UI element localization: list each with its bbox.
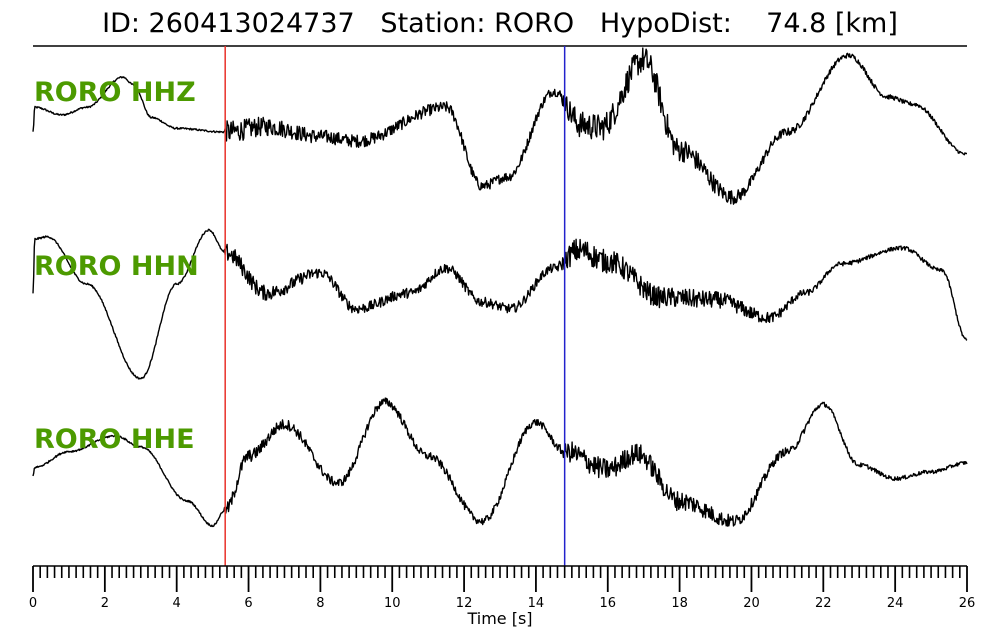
x-tick-label: 6 <box>244 596 252 611</box>
x-tick-label: 14 <box>528 596 545 611</box>
x-tick-label: 4 <box>173 596 181 611</box>
x-tick-label: 20 <box>743 596 760 611</box>
plot-title: ID: 260413024737 Station: RORO HypoDist:… <box>102 8 898 39</box>
traces-group <box>32 47 968 528</box>
x-tick-label: 10 <box>384 596 401 611</box>
x-tick-label: 12 <box>456 596 473 611</box>
x-tick-label: 0 <box>29 596 37 611</box>
picks-group <box>224 46 566 566</box>
x-tick-label: 24 <box>887 596 904 611</box>
trace-roro-hhn <box>32 228 968 380</box>
x-axis: 0 2 4 6 8 10 12 14 16 18 20 22 24 26 <box>29 565 976 611</box>
x-tick-label: 8 <box>316 596 324 611</box>
trace-label-roro-hhe: RORO HHE <box>34 424 195 455</box>
trace-roro-hhz <box>32 47 967 205</box>
x-tick-label: 2 <box>101 596 109 611</box>
x-tick-label: 22 <box>815 596 832 611</box>
x-tick-label: 18 <box>671 596 688 611</box>
trace-roro-hhe <box>32 397 968 528</box>
x-tick-label: 16 <box>599 596 616 611</box>
trace-label-roro-hhz: RORO HHZ <box>34 77 196 108</box>
x-axis-label: Time [s] <box>466 609 532 628</box>
x-tick-label: 26 <box>959 596 976 611</box>
trace-label-roro-hhn: RORO HHN <box>34 251 199 282</box>
trace-labels-group: RORO HHZ RORO HHN RORO HHE <box>34 77 199 455</box>
